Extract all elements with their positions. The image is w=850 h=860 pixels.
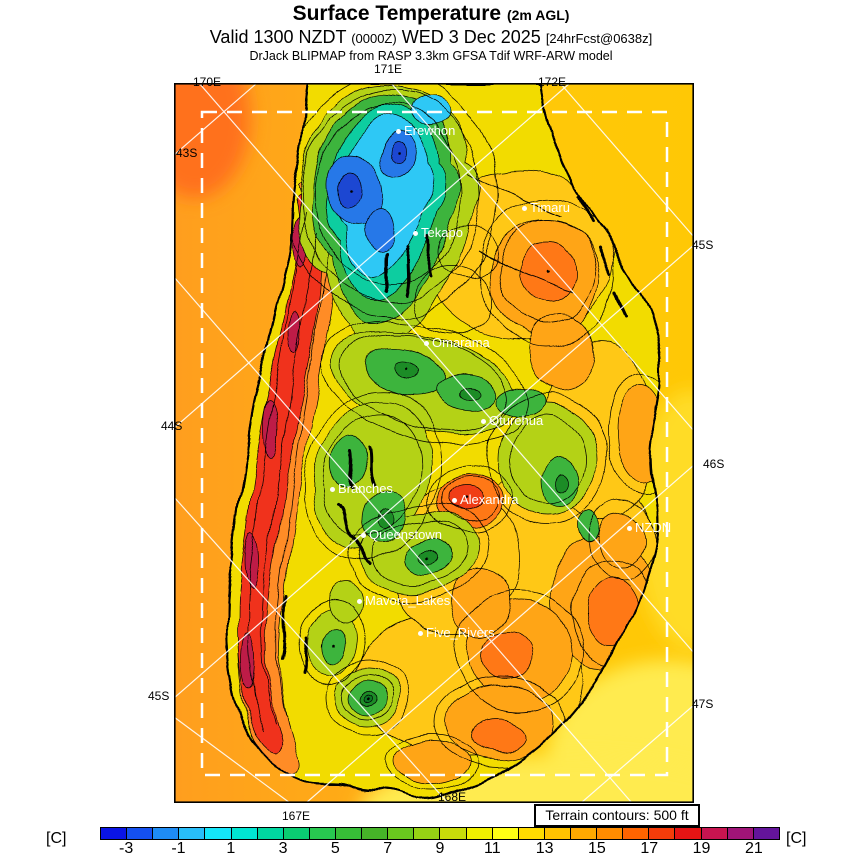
colorbar-cell-1 — [127, 828, 154, 839]
colorbar-tick--1: -1 — [171, 840, 186, 857]
colorbar-tick-15: 15 — [588, 840, 606, 857]
colorbar-tick-7: 7 — [383, 840, 393, 857]
colorbar-cell-5 — [231, 828, 258, 839]
colorbar-cell-24 — [727, 828, 754, 839]
colorbar-tick--3: -3 — [119, 840, 134, 857]
model-line: DrJack BLIPMAP from RASP 3.3km GFSA Tdif… — [249, 49, 613, 63]
colorbar-unit-right: [C] — [786, 830, 807, 847]
colorbar-cell-2 — [153, 828, 180, 839]
temperature-colorbar — [100, 827, 780, 840]
page-title: Surface Temperature (2m AGL) — [6, 2, 850, 26]
colorbar-cell-10 — [362, 828, 389, 839]
colorbar-cell-12 — [414, 828, 441, 839]
colorbar-cell-17 — [544, 828, 571, 839]
colorbar-tick-21: 21 — [744, 840, 763, 857]
colorbar-tick-1: 1 — [226, 840, 236, 857]
terrain-contours-note: Terrain contours: 500 ft — [534, 804, 700, 827]
colorbar-cell-4 — [205, 828, 232, 839]
grid-label-45s: 45S — [148, 689, 170, 703]
graticule-lines — [173, 82, 695, 804]
colorbar-unit-left: [C] — [46, 830, 67, 847]
grid-label-45s: 45S — [692, 238, 714, 252]
map-border — [174, 83, 695, 804]
colorbar-cell-19 — [597, 828, 624, 839]
map-canvas — [140, 38, 788, 860]
domain-boundary-box — [200, 110, 669, 777]
colorbar-cell-7 — [283, 828, 310, 839]
colorbar-tick-labels: -3 -1 1 3 5 7 9 11 13 15 17 19 21 — [100, 840, 780, 860]
colorbar-cell-14 — [466, 828, 493, 839]
title-suffix: (2m AGL) — [506, 7, 570, 23]
colorbar-cell-23 — [701, 828, 728, 839]
terrain-layer — [224, 82, 663, 801]
colorbar-cell-8 — [309, 828, 336, 839]
colorbar-tick-5: 5 — [330, 840, 340, 857]
grid-label-171e: 171E — [374, 62, 403, 76]
title-main: Surface Temperature — [292, 2, 502, 25]
colorbar-cell-6 — [257, 828, 284, 839]
colorbar-cell-16 — [518, 828, 545, 839]
colorbar-cell-13 — [440, 828, 467, 839]
colorbar-cell-25 — [753, 828, 779, 839]
temperature-map — [140, 38, 788, 860]
forecast-tag: [24hrFcst@0638z] — [545, 31, 653, 46]
colorbar-cell-3 — [179, 828, 206, 839]
colorbar-tick-11: 11 — [483, 840, 501, 857]
header: Surface Temperature (2m AGL) Valid 1300 … — [6, 0, 850, 63]
colorbar-tick-3: 3 — [278, 840, 288, 857]
colorbar-cell-18 — [570, 828, 598, 839]
colorbar-tick-19: 19 — [692, 840, 711, 857]
valid-line: Valid 1300 NZDT (0000Z) WED 3 Dec 2025 [… — [6, 27, 850, 48]
colorbar-cell-22 — [675, 828, 702, 839]
colorbar-tick-13: 13 — [535, 840, 554, 857]
colorbar-cell-11 — [388, 828, 415, 839]
colorbar-cell-21 — [649, 828, 676, 839]
grid-label-47s: 47S — [692, 697, 714, 711]
colorbar-cell-0 — [101, 828, 128, 839]
grid-label-46s: 46S — [703, 457, 725, 471]
colorbar-cell-9 — [335, 828, 363, 839]
valid-time: Valid 1300 NZDT — [209, 27, 347, 47]
colorbar-tick-17: 17 — [640, 840, 659, 857]
colorbar-tick-9: 9 — [435, 840, 445, 857]
valid-utc: (0000Z) — [351, 31, 397, 46]
colorbar-cell-15 — [492, 828, 519, 839]
colorbar-cell-20 — [623, 828, 650, 839]
grid-label-167e: 167E — [282, 809, 311, 823]
valid-date: WED 3 Dec 2025 — [401, 27, 541, 47]
